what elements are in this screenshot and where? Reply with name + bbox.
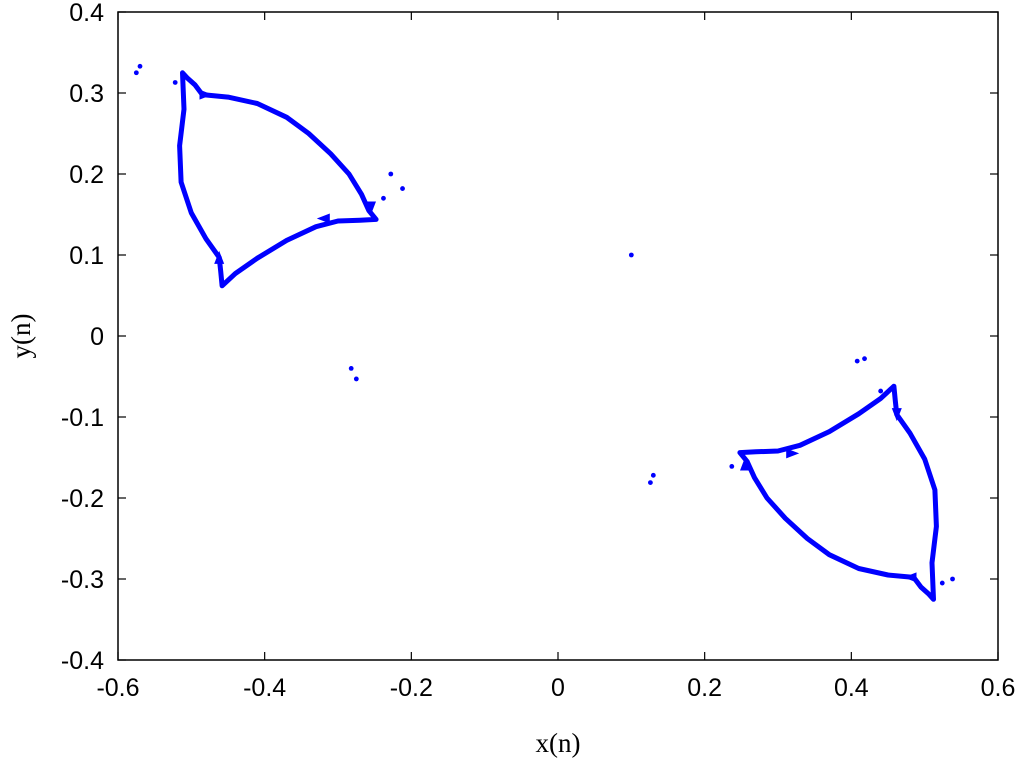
- direction-arrow: [740, 457, 750, 471]
- data-point: [172, 80, 178, 85]
- y-tick-label: 0: [90, 323, 104, 351]
- data-point: [854, 358, 860, 364]
- data-point: [133, 70, 139, 76]
- data-point: [628, 252, 634, 258]
- attractor-loop-upper-left: [177, 70, 379, 289]
- data-point: [381, 195, 386, 201]
- data-point: [729, 464, 735, 469]
- y-tick-label: 0.3: [69, 80, 104, 108]
- y-tick-label: 0.2: [69, 161, 104, 189]
- y-tick-label: -0.3: [61, 566, 104, 594]
- y-tick-label: 0.4: [69, 0, 104, 27]
- data-point: [648, 480, 653, 486]
- data-point: [348, 366, 354, 371]
- x-axis-title: x(n): [536, 728, 581, 758]
- y-tick-labels: -0.4 -0.3 -0.2 -0.1 0 0.1 0.2 0.3 0.4: [61, 0, 104, 675]
- direction-arrow: [366, 201, 376, 215]
- direction-arrow: [891, 408, 902, 422]
- y-tick-label: -0.4: [61, 647, 104, 675]
- data-point: [400, 186, 405, 191]
- data-point: [862, 356, 867, 362]
- data-point: [650, 472, 656, 478]
- data-point: [137, 63, 143, 69]
- x-tick-label: -0.6: [96, 674, 139, 702]
- x-tick-labels: -0.6 -0.4 -0.2 0 0.2 0.4 0.6: [96, 674, 1015, 702]
- direction-arrow: [199, 89, 213, 100]
- data-point: [939, 580, 945, 586]
- x-tick-label: 0.6: [981, 674, 1016, 702]
- x-tick-label: -0.2: [390, 674, 433, 702]
- data-series: [133, 63, 955, 602]
- data-point: [388, 171, 394, 177]
- x-tick-label: -0.4: [243, 674, 286, 702]
- axis-ticks: [117, 11, 999, 661]
- x-tick-label: 0.4: [834, 674, 869, 702]
- x-tick-label: 0: [551, 674, 565, 702]
- direction-arrow: [786, 448, 800, 459]
- y-tick-label: -0.1: [61, 404, 104, 432]
- x-tick-label: 0.2: [687, 674, 722, 702]
- direction-arrow: [316, 213, 330, 224]
- y-axis-title: y(n): [6, 314, 36, 359]
- plot-area: [117, 11, 999, 661]
- y-tick-label: 0.1: [69, 242, 104, 270]
- data-point: [353, 376, 359, 382]
- attractor-loop-lower-right: [737, 383, 939, 602]
- data-point: [878, 388, 884, 394]
- data-point: [950, 576, 955, 582]
- y-tick-label: -0.2: [61, 485, 104, 513]
- direction-arrow: [214, 250, 225, 264]
- direction-arrow: [903, 572, 917, 583]
